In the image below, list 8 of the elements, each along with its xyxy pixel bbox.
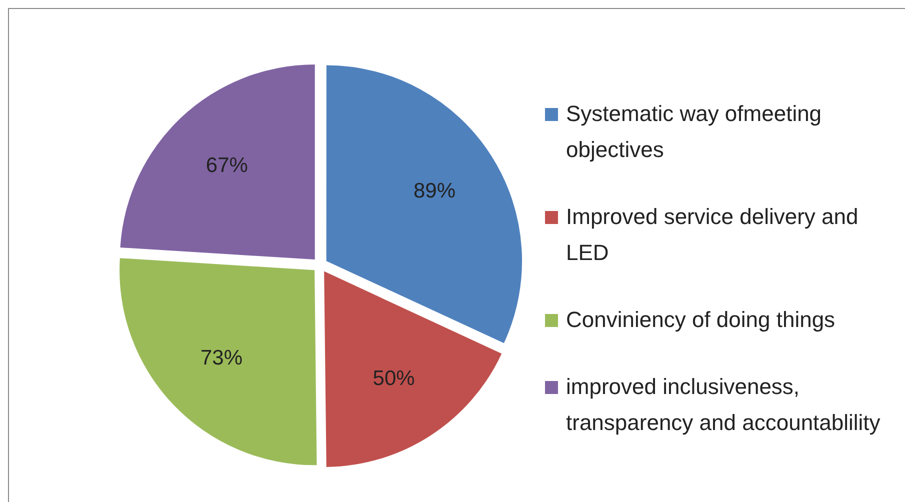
data-label: 89% — [414, 180, 456, 203]
data-label: 50% — [372, 366, 415, 390]
data-label: 67% — [206, 154, 248, 177]
legend-label: Conviniency of doing things — [566, 306, 836, 334]
data-label: 73% — [200, 346, 243, 370]
legend-label: Systematic way ofmeeting objectives — [566, 100, 823, 164]
legend-label: Improved service delivery and LED — [566, 203, 860, 267]
legend-label: improved inclusiveness, transparency and accountablility — [566, 373, 882, 437]
